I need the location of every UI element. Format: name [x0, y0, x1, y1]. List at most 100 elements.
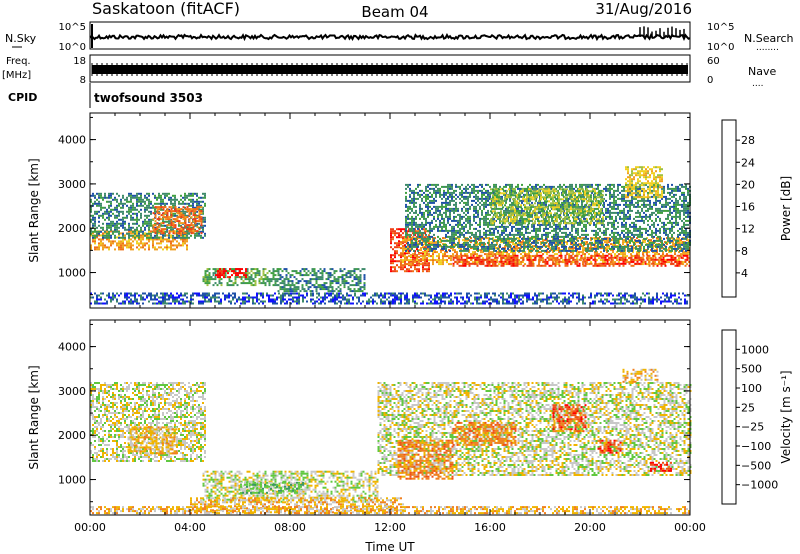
- heatmap-cell: [421, 221, 423, 224]
- heatmap-cell: [344, 298, 346, 301]
- heatmap-cell: [436, 300, 438, 303]
- heatmap-cell: [182, 242, 184, 245]
- heatmap-cell: [348, 298, 350, 301]
- heatmap-cell: [172, 220, 174, 223]
- heatmap-cell: [582, 302, 584, 305]
- heatmap-cell: [140, 198, 142, 201]
- heatmap-cell: [96, 230, 98, 233]
- heatmap-cell: [184, 224, 187, 227]
- heatmap-cell: [684, 302, 686, 305]
- heatmap-cell: [170, 208, 173, 211]
- heatmap-cell: [413, 223, 415, 226]
- heatmap-cell: [98, 230, 100, 233]
- heatmap-cell: [574, 258, 577, 261]
- heatmap-cell: [678, 292, 680, 295]
- heatmap-cell: [670, 294, 672, 297]
- heatmap-cell: [110, 220, 112, 223]
- heatmap-cell: [624, 302, 626, 305]
- heatmap-cell: [287, 282, 290, 285]
- heatmap-cell: [188, 300, 190, 303]
- heatmap-cell: [500, 296, 502, 299]
- heatmap-cell: [188, 212, 191, 215]
- heatmap-cell: [184, 300, 186, 303]
- heatmap-cell: [378, 296, 380, 299]
- heatmap-cell: [620, 298, 622, 301]
- heatmap-cell: [456, 296, 458, 299]
- heatmap-cell: [474, 251, 476, 254]
- heatmap-cell: [212, 278, 215, 281]
- heatmap-cell: [355, 274, 358, 277]
- heatmap-cell: [166, 240, 168, 243]
- heatmap-cell: [279, 278, 282, 281]
- heatmap-cell: [102, 246, 104, 249]
- heatmap-cell: [258, 274, 261, 277]
- heatmap-cell: [433, 205, 435, 208]
- heatmap-cell: [142, 230, 144, 233]
- heatmap-cell: [443, 195, 445, 198]
- heatmap-cell: [214, 276, 217, 279]
- heatmap-cell: [208, 300, 210, 303]
- heatmap-cell: [382, 294, 384, 297]
- heatmap-cell: [182, 216, 185, 219]
- heatmap-cell: [488, 239, 490, 242]
- heatmap-cell: [144, 196, 146, 199]
- heatmap-cell: [592, 264, 595, 267]
- heatmap-cell: [492, 300, 494, 303]
- heatmap-cell: [126, 298, 128, 301]
- heatmap-cell: [680, 298, 682, 301]
- heatmap-cell: [148, 200, 150, 203]
- heatmap-cell: [200, 302, 202, 305]
- heatmap-cell: [341, 276, 344, 279]
- heatmap-cell: [214, 268, 217, 271]
- heatmap-cell: [122, 202, 124, 205]
- heatmap-cell: [448, 300, 450, 303]
- heatmap-cell: [564, 298, 566, 301]
- heatmap-cell: [492, 251, 494, 254]
- heatmap-cell: [148, 232, 150, 235]
- heatmap-cell: [330, 292, 332, 295]
- heatmap-cell: [409, 249, 411, 252]
- heatmap-cell: [291, 290, 294, 293]
- heatmap-cell: [416, 262, 418, 265]
- heatmap-cell: [390, 302, 392, 305]
- heatmap-cell: [162, 198, 164, 201]
- heatmap-cell: [431, 207, 433, 210]
- heatmap-cell: [433, 215, 435, 218]
- heatmap-cell: [164, 232, 166, 235]
- heatmap-cell: [435, 195, 437, 198]
- heatmap-cell: [506, 251, 508, 254]
- heatmap-cell: [130, 246, 132, 249]
- heatmap-cell: [274, 284, 277, 287]
- heatmap-cell: [90, 208, 92, 211]
- heatmap-cell: [415, 211, 417, 214]
- heatmap-cell: [112, 198, 114, 201]
- heatmap-cell: [612, 256, 615, 259]
- heatmap-cell: [680, 302, 682, 305]
- heatmap-cell: [598, 262, 601, 265]
- heatmap-cell: [472, 302, 474, 305]
- heatmap-cell: [303, 290, 306, 293]
- heatmap-cell: [598, 253, 600, 256]
- heatmap-cell: [528, 296, 530, 299]
- heatmap-cell: [606, 254, 609, 257]
- heatmap-cell: [223, 268, 225, 271]
- heatmap-cell: [476, 302, 478, 305]
- heatmap-cell: [516, 296, 518, 299]
- heatmap-cell: [640, 260, 643, 263]
- heatmap-cell: [435, 185, 437, 188]
- heatmap-cell: [608, 300, 610, 303]
- heatmap-cell: [556, 296, 558, 299]
- heatmap-cell: [160, 238, 162, 241]
- heatmap-cell: [180, 224, 182, 227]
- heatmap-cell: [425, 187, 427, 190]
- heatmap-cell: [140, 200, 142, 203]
- heatmap-cell: [248, 276, 251, 279]
- heatmap-cell: [654, 253, 656, 256]
- heatmap-cell: [220, 284, 223, 287]
- heatmap-cell: [170, 202, 172, 205]
- heatmap-cell: [602, 253, 604, 256]
- heatmap-cell: [548, 257, 550, 260]
- heatmap-cell: [138, 200, 140, 203]
- heatmap-cell: [390, 246, 392, 249]
- heatmap-cell: [666, 294, 668, 297]
